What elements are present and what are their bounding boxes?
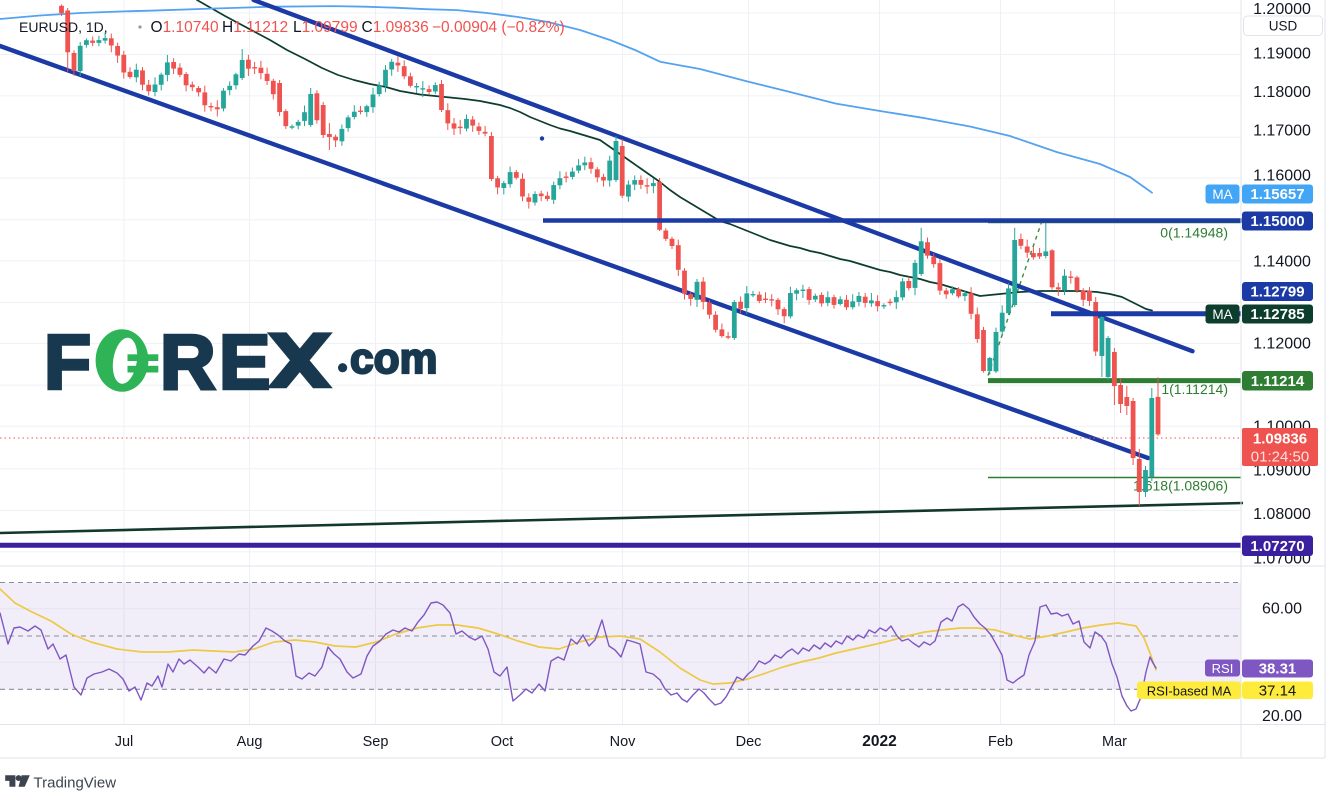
svg-text:01:24:50: 01:24:50 <box>1251 449 1309 466</box>
svg-text:1.12785: 1.12785 <box>1250 306 1304 323</box>
svg-text:E: E <box>219 320 270 406</box>
svg-text:USD: USD <box>1269 19 1298 34</box>
svg-text:1.08000: 1.08000 <box>1253 506 1311 523</box>
svg-text:1.11214: 1.11214 <box>1251 373 1305 390</box>
svg-text:O1.10740: O1.10740 <box>151 19 219 36</box>
svg-text:1.16000: 1.16000 <box>1253 168 1311 185</box>
svg-text:1.12000: 1.12000 <box>1253 336 1311 353</box>
svg-text:com: com <box>350 336 437 383</box>
svg-text:Jul: Jul <box>115 734 134 750</box>
svg-text:Feb: Feb <box>988 734 1013 750</box>
svg-text:−0.00904 (−0.82%): −0.00904 (−0.82%) <box>432 19 565 36</box>
svg-text:Oct: Oct <box>491 734 514 750</box>
svg-text:TradingView: TradingView <box>34 775 117 792</box>
svg-text:1.15657: 1.15657 <box>1250 186 1304 203</box>
svg-text:Nov: Nov <box>610 734 637 750</box>
svg-text:37.14: 37.14 <box>1259 682 1297 699</box>
svg-text:1.18000: 1.18000 <box>1253 84 1311 101</box>
svg-text:EURUSD, 1D,: EURUSD, 1D, <box>19 19 108 35</box>
svg-text:1.15000: 1.15000 <box>1250 213 1304 230</box>
svg-text:38.31: 38.31 <box>1259 661 1297 678</box>
svg-text:L1.09799: L1.09799 <box>293 19 358 36</box>
svg-text:2022: 2022 <box>862 733 896 750</box>
svg-text:1.17000: 1.17000 <box>1253 123 1311 140</box>
svg-text:Sep: Sep <box>363 734 389 750</box>
svg-text:Mar: Mar <box>1102 734 1127 750</box>
svg-text:1.09000: 1.09000 <box>1253 463 1311 480</box>
svg-text:1.09836: 1.09836 <box>1253 431 1307 448</box>
svg-text:60.00: 60.00 <box>1262 601 1302 618</box>
svg-text:C1.09836: C1.09836 <box>362 19 429 36</box>
svg-text:F: F <box>44 320 91 406</box>
svg-text:R: R <box>160 320 216 406</box>
svg-text:1.14000: 1.14000 <box>1253 254 1311 271</box>
svg-text:H1.11212: H1.11212 <box>222 19 288 36</box>
svg-text:1.07270: 1.07270 <box>1250 538 1304 555</box>
svg-text:1.19000: 1.19000 <box>1253 46 1311 63</box>
svg-text:RSI: RSI <box>1212 661 1234 676</box>
svg-text:Dec: Dec <box>736 734 762 750</box>
svg-text:1.12799: 1.12799 <box>1250 284 1304 301</box>
svg-text:MA: MA <box>1212 307 1232 322</box>
svg-text:MA: MA <box>1212 187 1232 202</box>
svg-text:RSI-based MA: RSI-based MA <box>1147 683 1232 698</box>
svg-text:Aug: Aug <box>237 734 263 750</box>
svg-text:20.00: 20.00 <box>1262 708 1302 725</box>
svg-text:0(1.14948): 0(1.14948) <box>1160 225 1228 241</box>
svg-text:1.618(1.08906): 1.618(1.08906) <box>1133 478 1228 494</box>
svg-text:1(1.11214): 1(1.11214) <box>1161 381 1228 397</box>
svg-text:1.20000: 1.20000 <box>1253 1 1311 18</box>
